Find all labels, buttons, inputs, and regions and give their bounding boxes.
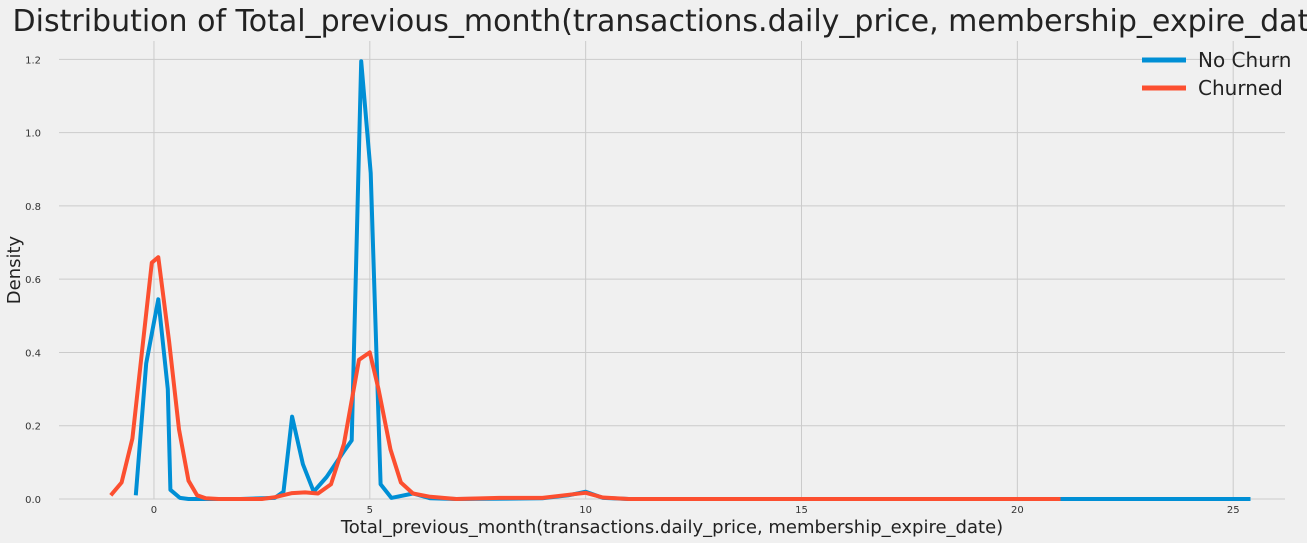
x-tick-label: 15 (795, 505, 808, 516)
x-tick-label: 20 (1011, 505, 1024, 516)
y-axis-label: Density (4, 235, 25, 304)
y-tick-label: 0.8 (25, 202, 41, 213)
y-tick-label: 1.0 (25, 129, 41, 140)
chart-title: Distribution of Total_previous_month(tra… (13, 4, 1307, 39)
tick-labels: 0 5 10 15 20 25 0.0 0.2 0.4 0.6 0.8 1.0 1.2 (25, 55, 1239, 516)
y-tick-label: 0.6 (25, 275, 41, 286)
y-tick-label: 0.2 (25, 422, 41, 433)
y-tick-label: 0.4 (25, 348, 41, 359)
x-axis-label: Total_previous_month(transactions.daily_… (340, 517, 1003, 538)
x-tick-label: 10 (579, 505, 592, 516)
y-tick-label: 0.0 (25, 495, 41, 506)
series-lines (109, 59, 1251, 501)
x-tick-label: 5 (367, 505, 373, 516)
x-tick-label: 0 (151, 505, 157, 516)
legend-label-no-churn: No Churn (1198, 48, 1291, 72)
x-tick-label: 25 (1227, 505, 1240, 516)
legend-label-churned: Churned (1198, 76, 1283, 100)
y-tick-label: 1.2 (25, 55, 41, 66)
series-line-churned (109, 255, 1061, 501)
legend: No Churn Churned (1142, 48, 1291, 100)
